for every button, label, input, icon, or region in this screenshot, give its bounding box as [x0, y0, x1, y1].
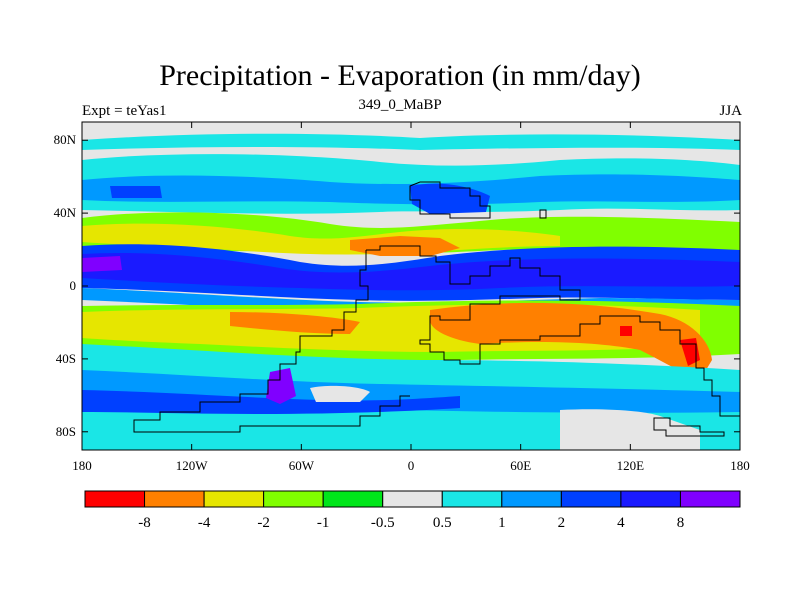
lon-tick-label: 0	[408, 458, 415, 473]
colorbar-swatch	[382, 490, 443, 508]
lon-tick-label: 60E	[510, 458, 531, 473]
colorbar-swatch	[263, 490, 324, 508]
coastline-island	[539, 209, 547, 219]
colorbar-label: -2	[257, 515, 270, 531]
equatorial-core	[82, 252, 740, 291]
coastline-western-block	[133, 250, 410, 433]
plot-title: Precipitation - Evaporation (in mm/day)	[159, 59, 641, 92]
colorbar-label: -1	[317, 515, 330, 531]
south-grey-patch	[310, 385, 370, 402]
antarctic-grey	[560, 409, 700, 450]
colorbar-label: 1	[498, 515, 506, 531]
coastline-north-block	[409, 181, 491, 219]
north-cyan-band	[82, 133, 740, 150]
lat-tick-label: 40N	[54, 205, 77, 220]
longitude-axis: 180 120W 60W 0 60E 120E 180	[72, 122, 750, 473]
colorbar-swatch	[84, 490, 146, 508]
lat-tick-label: 40S	[56, 351, 76, 366]
colorbar-label: -0.5	[371, 515, 395, 531]
north-dark-blue-patch	[110, 186, 162, 198]
colorbar-swatch	[322, 490, 384, 508]
lon-tick-label: 180	[72, 458, 92, 473]
coastline-main-continent	[366, 245, 740, 417]
colorbar-swatch	[441, 490, 503, 508]
colorbar-swatch	[203, 490, 265, 508]
colorbar-swatch	[679, 490, 741, 508]
colorbar-swatch	[144, 490, 205, 508]
colorbar-label: -8	[138, 515, 151, 531]
season-label: JJA	[719, 103, 742, 119]
south-red-spot	[620, 326, 700, 366]
colorbar-swatch	[501, 490, 562, 508]
south-orange-belt	[230, 302, 712, 380]
south-violet-patch	[266, 368, 296, 404]
colorbar-swatch	[560, 490, 622, 508]
colorbar: -8 -4 -2 -1 -0.5 0.5 1 2 4 8	[84, 490, 741, 531]
lon-tick-label: 60W	[289, 458, 315, 473]
coastline-layer	[133, 181, 740, 437]
colorbar-label: 4	[617, 515, 625, 531]
lat-tick-label: 80N	[54, 132, 77, 147]
lon-tick-label: 120W	[176, 458, 209, 473]
colorbar-label: 8	[677, 515, 685, 531]
equatorial-violet	[82, 256, 122, 272]
colorbar-label: 2	[558, 515, 566, 531]
lon-tick-label: 120E	[617, 458, 645, 473]
colorbar-label: 0.5	[433, 515, 452, 531]
lat-tick-label: 0	[70, 278, 77, 293]
latitude-axis: 80N 40N 0 40S 80S	[54, 132, 740, 439]
coastline-antarctic-block	[653, 417, 725, 437]
experiment-label: Expt = teYas1	[82, 103, 167, 119]
lat-tick-label: 80S	[56, 424, 76, 439]
time-label: 349_0_MaBP	[358, 97, 442, 113]
colorbar-label: -4	[198, 515, 211, 531]
field-layer	[82, 122, 740, 450]
colorbar-swatch	[620, 490, 681, 508]
lon-tick-label: 180	[730, 458, 750, 473]
south-dark-blue-belt	[82, 390, 460, 414]
